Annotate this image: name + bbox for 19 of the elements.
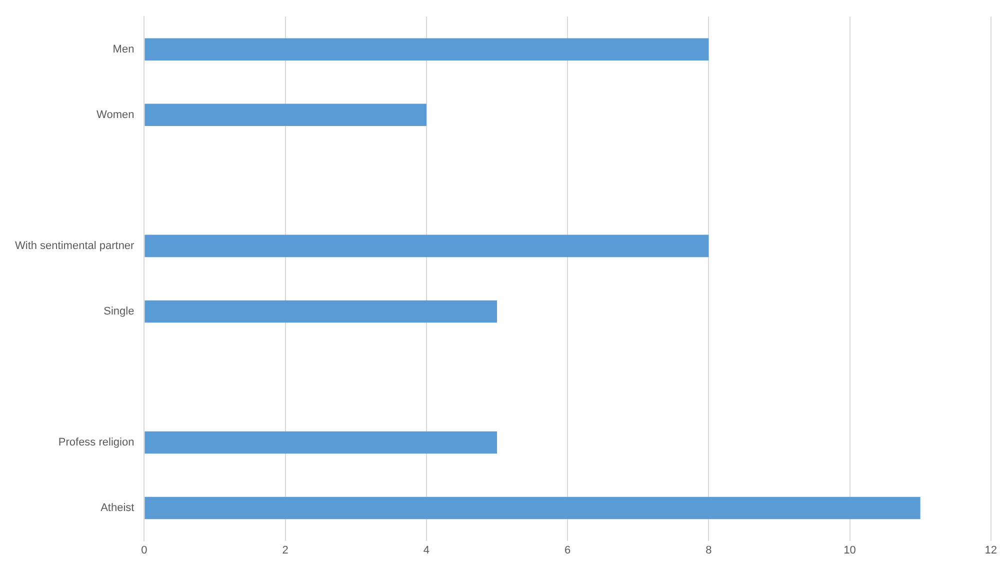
x-tick-label: 6 — [564, 544, 571, 556]
y-tick-label: Profess religion — [58, 436, 134, 449]
y-tick-label: Single — [104, 305, 134, 318]
bar — [144, 38, 709, 60]
x-tick-label: 12 — [984, 544, 998, 556]
x-tick-label: 4 — [423, 544, 430, 556]
bar — [144, 496, 920, 520]
y-tick-label: Men — [112, 43, 134, 56]
x-tick-label: 8 — [706, 544, 712, 556]
bar — [144, 431, 497, 454]
y-tick-label: Atheist — [100, 502, 134, 514]
x-tick-label: 2 — [282, 544, 288, 556]
x-tick-label: 10 — [844, 544, 856, 556]
y-tick-label: With sentimental partner — [15, 240, 135, 252]
bar — [144, 104, 426, 126]
y-tick-label: Women — [96, 108, 134, 121]
bar — [144, 234, 709, 258]
x-tick-label: 0 — [141, 544, 148, 556]
bar — [144, 300, 497, 323]
